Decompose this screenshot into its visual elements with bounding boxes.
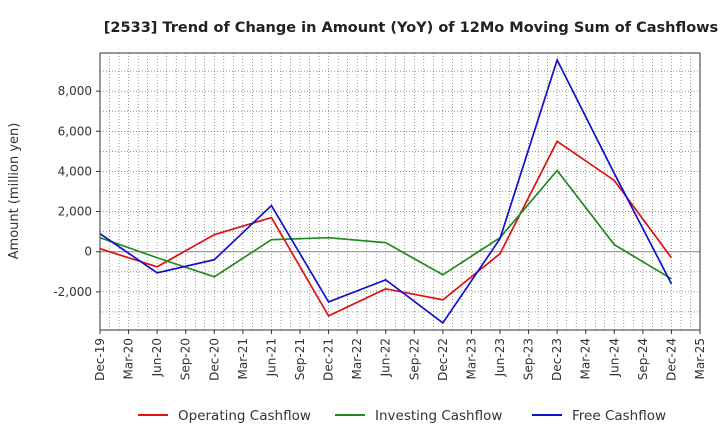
x-tick-label: Sep-22 xyxy=(407,338,421,380)
x-tick-label: Sep-24 xyxy=(636,338,650,380)
x-tick-label: Mar-23 xyxy=(464,338,478,379)
x-tick-label: Dec-23 xyxy=(550,338,564,381)
x-tick-label: Jun-20 xyxy=(150,338,164,377)
x-tick-label: Sep-20 xyxy=(179,338,193,380)
x-tick-label: Jun-23 xyxy=(493,338,507,377)
chart-title: [2533] Trend of Change in Amount (YoY) o… xyxy=(104,20,718,36)
y-axis-ticks: -2,000 0 2,000 4,000 6,000 8,000 xyxy=(53,84,100,299)
x-tick-label: Dec-21 xyxy=(322,338,336,381)
y-axis-label: Amount (million yen) xyxy=(7,123,22,260)
x-tick-label: Dec-22 xyxy=(436,338,450,381)
y-tick-label: -2,000 xyxy=(53,285,92,299)
x-tick-label: Mar-20 xyxy=(122,338,136,379)
y-tick-label: 4,000 xyxy=(58,164,92,178)
x-tick-label: Dec-24 xyxy=(664,338,678,381)
x-tick-label: Mar-21 xyxy=(236,338,250,379)
x-tick-label: Mar-22 xyxy=(350,338,364,379)
x-tick-label: Sep-23 xyxy=(522,338,536,380)
plot-area xyxy=(99,52,701,331)
y-tick-label: 6,000 xyxy=(58,124,92,138)
x-tick-label: Jun-22 xyxy=(379,338,393,377)
x-tick-label: Jun-24 xyxy=(607,338,621,377)
grid-lines xyxy=(99,53,701,330)
x-tick-label: Dec-19 xyxy=(93,338,107,381)
x-tick-label: Jun-21 xyxy=(264,338,278,377)
x-tick-label: Mar-24 xyxy=(579,338,593,379)
legend-label-investing-cashflow: Investing Cashflow xyxy=(375,408,502,424)
x-tick-label: Mar-25 xyxy=(693,338,707,379)
x-tick-label: Dec-20 xyxy=(207,338,221,381)
legend-label-operating-cashflow: Operating Cashflow xyxy=(178,408,311,424)
x-tick-label: Sep-21 xyxy=(293,338,307,380)
legend: Operating Cashflow Investing Cashflow Free… xyxy=(138,408,666,424)
y-tick-label: 0 xyxy=(84,245,92,259)
y-tick-label: 2,000 xyxy=(58,205,92,219)
y-tick-label: 8,000 xyxy=(58,84,92,98)
legend-label-free-cashflow: Free Cashflow xyxy=(572,408,666,424)
x-axis-ticks: Dec-19 Mar-20 Jun-20 Sep-20 Dec-20 Mar-21 Jun-… xyxy=(93,330,707,381)
series-lines xyxy=(99,57,673,325)
